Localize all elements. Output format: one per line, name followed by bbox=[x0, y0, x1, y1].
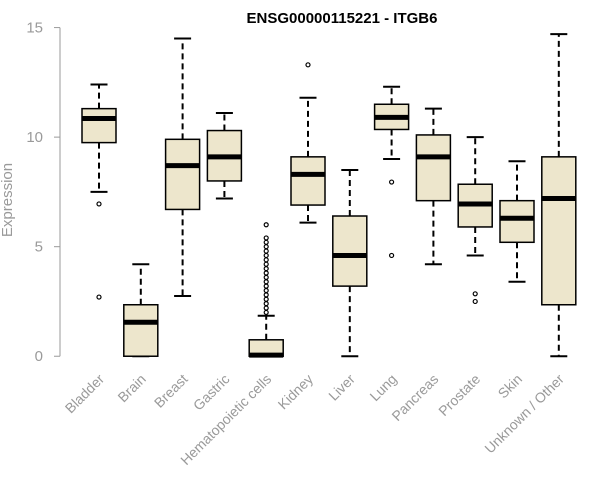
outlier-point bbox=[263, 261, 269, 267]
x-tick-label: Brain bbox=[114, 371, 148, 405]
outlier-point bbox=[263, 274, 269, 280]
outlier-point bbox=[263, 287, 269, 294]
y-tick-label: 5 bbox=[35, 239, 43, 256]
box-liver bbox=[332, 168, 368, 358]
box-unknown-other bbox=[541, 33, 577, 358]
box-bladder bbox=[81, 83, 117, 300]
outlier-point bbox=[263, 279, 269, 285]
y-axis: 0 5 10 15 bbox=[26, 20, 61, 365]
outlier-point bbox=[389, 252, 395, 259]
iqr-box bbox=[332, 215, 368, 287]
outlier-point bbox=[472, 298, 478, 305]
x-tick-label: Unknown / Other bbox=[481, 371, 567, 457]
outlier-point bbox=[263, 257, 269, 263]
box-brain bbox=[123, 263, 159, 358]
box-gastric bbox=[206, 112, 243, 200]
iqr-box bbox=[164, 138, 201, 211]
chart-title: ENSG00000115221 - ITGB6 bbox=[247, 10, 438, 27]
box-kidney bbox=[290, 62, 326, 224]
outlier-point bbox=[263, 248, 269, 254]
box-prostate bbox=[457, 136, 493, 305]
outlier-point bbox=[96, 201, 102, 207]
x-tick-label: Liver bbox=[325, 371, 358, 404]
outlier-point bbox=[263, 270, 269, 276]
x-tick-label: Prostate bbox=[435, 371, 483, 419]
outlier-point bbox=[263, 235, 269, 241]
box-skin bbox=[499, 160, 535, 283]
y-tick-label: 10 bbox=[26, 129, 43, 146]
x-tick-label: Kidney bbox=[275, 371, 317, 413]
outlier-point bbox=[305, 62, 311, 68]
box-lung bbox=[373, 85, 410, 259]
iqr-box bbox=[415, 134, 452, 202]
box-pancreas bbox=[415, 107, 452, 266]
y-tick-label: 0 bbox=[35, 348, 43, 365]
outlier-point bbox=[389, 179, 395, 185]
outlier-point bbox=[472, 291, 478, 297]
x-tick-label: Breast bbox=[151, 371, 191, 411]
iqr-box bbox=[123, 303, 159, 357]
outlier-point bbox=[263, 252, 269, 259]
outlier-point bbox=[263, 244, 269, 250]
outlier-point bbox=[96, 294, 102, 300]
outlier-point bbox=[263, 296, 269, 302]
box-hematopoietic-cells bbox=[248, 222, 284, 358]
iqr-box bbox=[81, 107, 117, 144]
outlier-point bbox=[263, 222, 269, 228]
x-tick-label: Bladder bbox=[62, 371, 108, 417]
x-tick-label: Skin bbox=[495, 371, 526, 402]
iqr-box bbox=[290, 156, 326, 206]
box-breast bbox=[164, 37, 201, 297]
outlier-point bbox=[263, 239, 269, 245]
outlier-point bbox=[263, 292, 269, 298]
outlier-point bbox=[263, 283, 269, 289]
outlier-point bbox=[263, 265, 269, 272]
iqr-box bbox=[499, 199, 535, 244]
outlier-point bbox=[263, 301, 269, 307]
outlier-point bbox=[263, 305, 269, 311]
x-tick-label: Lung bbox=[366, 371, 399, 404]
outlier-point bbox=[263, 309, 269, 316]
iqr-box bbox=[541, 156, 577, 306]
y-axis-label: Expression bbox=[0, 163, 16, 237]
y-tick-label: 15 bbox=[26, 20, 43, 37]
box-series bbox=[81, 33, 577, 358]
